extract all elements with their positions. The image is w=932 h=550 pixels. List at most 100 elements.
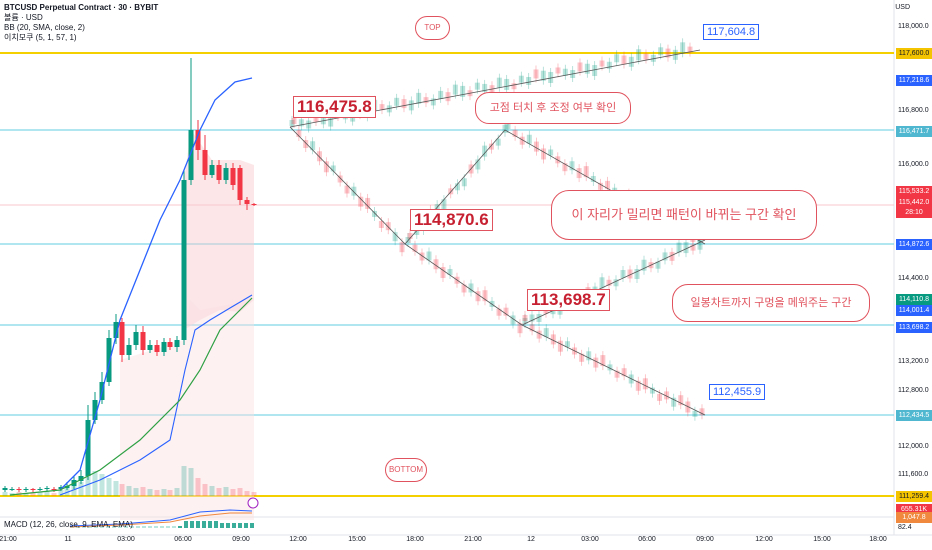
macd-bar: [100, 526, 104, 528]
bb-band-fill: [184, 130, 254, 330]
ghost-body: [584, 63, 590, 74]
price-tick: 117,600.0: [896, 48, 932, 59]
volume-bar: [202, 484, 208, 496]
ghost-body: [482, 145, 488, 157]
candle-body: [78, 476, 84, 481]
symbol-title[interactable]: BTCUSD Perpetual Contract · 30 · BYBIT: [4, 3, 159, 12]
volume-bar: [167, 490, 173, 496]
price-tick: 1,047.8: [896, 512, 932, 523]
ghost-body: [697, 240, 703, 250]
ghost-body: [518, 75, 524, 83]
ghost-body: [642, 378, 648, 390]
macd-legend[interactable]: MACD (12, 26, close, 9, EMA, EMA): [4, 520, 133, 529]
candle-body: [44, 488, 50, 489]
projection-path: [289, 126, 706, 416]
bb-upper-line: [59, 77, 253, 491]
ghost-body: [460, 85, 466, 97]
candle-body: [133, 332, 139, 345]
ghost-body: [351, 186, 357, 196]
note-callout-3[interactable]: 일봉차트까지 구멍을 메워주는 구간: [672, 284, 870, 322]
price-tick: 115,533.2: [896, 186, 932, 197]
candle-body: [51, 489, 57, 490]
volume-bar: [195, 478, 201, 496]
macd-bar: [226, 523, 230, 528]
ghost-body: [564, 341, 570, 348]
ghost-body: [613, 279, 619, 287]
volume-bar: [30, 493, 36, 496]
price-label-114870[interactable]: 114,870.6: [410, 209, 493, 231]
volume-legend[interactable]: 볼륨 · USD: [4, 13, 43, 22]
ghost-body: [522, 315, 528, 321]
currency-label: USD: [895, 4, 910, 11]
candle-body: [9, 489, 15, 490]
candle-body: [23, 489, 29, 490]
ghost-body: [482, 83, 488, 92]
price-label-112455[interactable]: 112,455.9: [709, 384, 766, 400]
ghost-body: [533, 141, 539, 152]
time-tick: 09:00: [232, 536, 250, 543]
ghost-body: [495, 138, 501, 146]
bb-lower-fill: [120, 300, 254, 520]
ghost-body: [583, 166, 589, 178]
time-tick: 12:00: [755, 536, 773, 543]
ghost-body: [557, 340, 563, 352]
ghost-body: [394, 97, 400, 106]
candle-body: [154, 345, 160, 352]
ghost-body: [365, 197, 371, 209]
ghost-body: [447, 268, 453, 275]
candle-body: [161, 342, 167, 352]
candle-body: [230, 168, 236, 185]
basis-line: [9, 297, 253, 496]
ghost-body: [664, 391, 670, 400]
ghost-body: [536, 314, 542, 322]
ichimoku-legend[interactable]: 이치모쿠 (5, 1, 57, 1): [4, 33, 77, 42]
volume-bar: [161, 489, 167, 496]
ghost-body: [407, 233, 413, 239]
ghost-body: [600, 355, 606, 367]
ghost-body: [475, 159, 481, 170]
candle-body: [223, 168, 229, 180]
ghost-body: [433, 259, 439, 270]
price-label-113698[interactable]: 113,698.7: [527, 289, 610, 311]
ghost-body: [526, 134, 532, 144]
volume-bar: [85, 476, 91, 496]
macd-bar: [220, 523, 224, 528]
macd-bar: [214, 521, 218, 528]
ghost-body: [337, 175, 343, 183]
candle-body: [92, 400, 98, 420]
bottom-bubble[interactable]: BOTTOM: [385, 458, 427, 482]
volume-bar: [126, 486, 132, 496]
ghost-body: [488, 143, 494, 150]
ghost-body: [298, 119, 304, 127]
ghost-body: [634, 269, 640, 279]
top-bubble[interactable]: TOP: [415, 16, 450, 40]
time-tick: 18:00: [869, 536, 887, 543]
ghost-body: [452, 84, 458, 95]
candle-body: [244, 200, 250, 204]
candle-body: [167, 342, 173, 347]
ghost-body: [529, 324, 535, 332]
time-tick: 11: [64, 536, 72, 543]
note-callout-1[interactable]: 고점 터치 후 조정 여부 확인: [475, 92, 631, 124]
volume-bar: [223, 487, 229, 496]
ghost-body: [548, 149, 554, 156]
candle-body: [37, 489, 43, 490]
ghost-body: [385, 222, 391, 231]
volume-bar: [140, 487, 146, 496]
ghost-body: [576, 168, 582, 179]
candle-body: [16, 489, 22, 490]
volume-bar: [99, 474, 105, 496]
macd-bar: [232, 523, 236, 528]
ghost-body: [621, 368, 627, 377]
ghost-body: [330, 165, 336, 172]
volume-bar: [154, 490, 160, 496]
price-label-117604[interactable]: 117,604.8: [703, 24, 760, 40]
price-label-116475[interactable]: 116,475.8: [293, 96, 376, 118]
bb-legend[interactable]: BB (20, SMA, close, 2): [4, 23, 85, 32]
note-callout-2[interactable]: 이 자리가 밀리면 패턴이 바뀌는 구간 확인: [551, 190, 817, 240]
price-tick: 117,218.6: [896, 75, 932, 86]
time-tick: 18:00: [406, 536, 424, 543]
price-tick: 116,000.0: [898, 161, 929, 168]
